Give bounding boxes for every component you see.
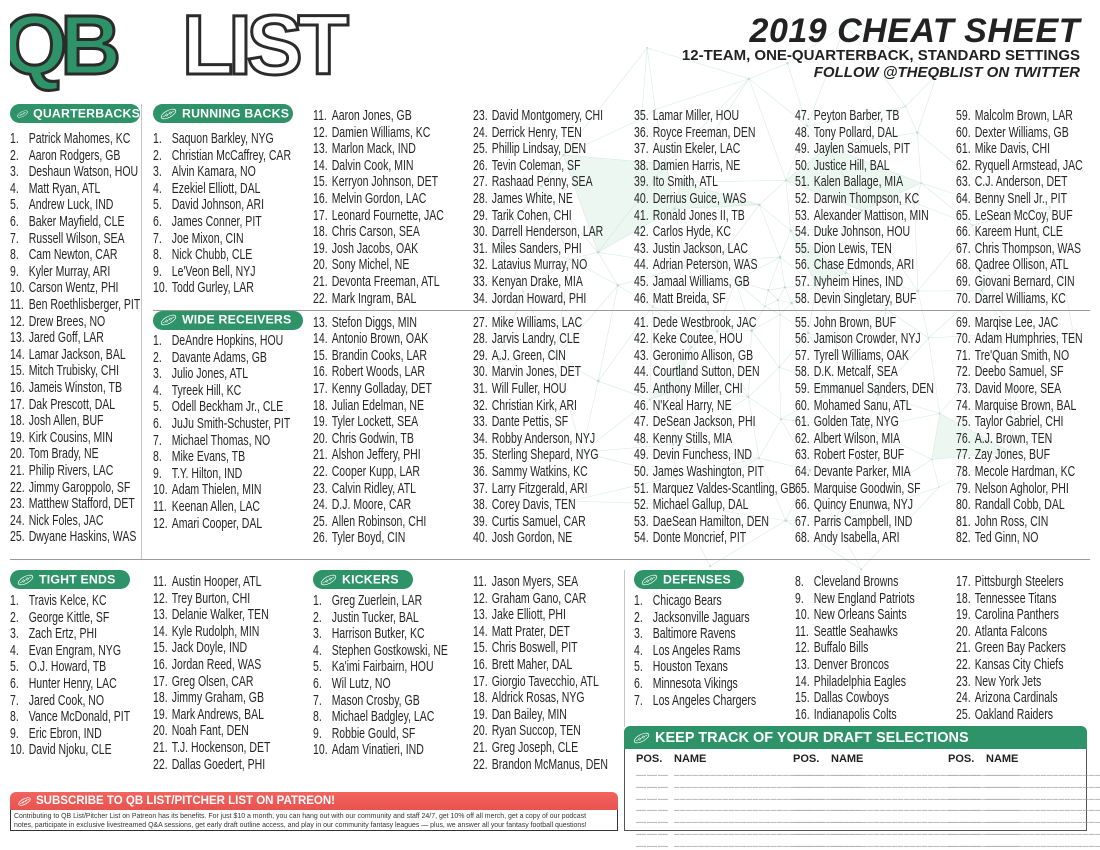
svg-text:QB: QB: [10, 6, 117, 92]
svg-text:LIST: LIST: [182, 6, 349, 92]
